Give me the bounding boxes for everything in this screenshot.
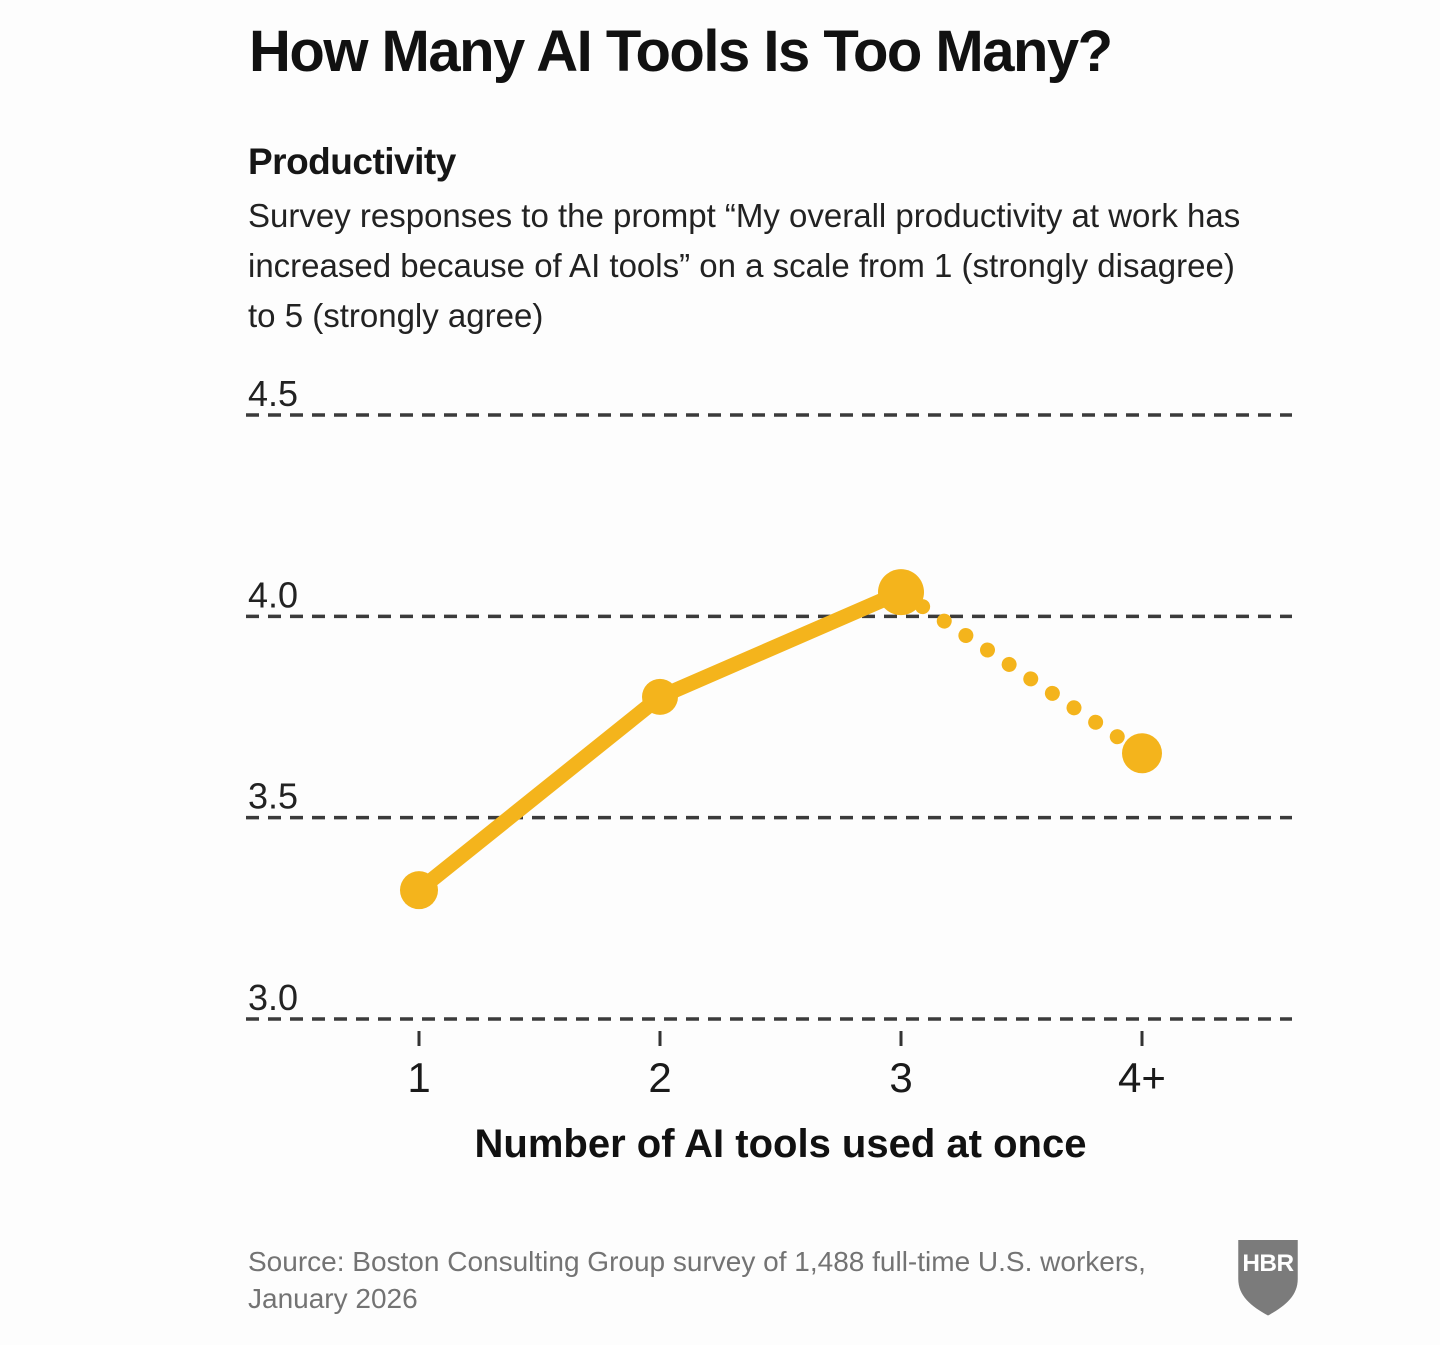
section-heading: Productivity bbox=[248, 141, 456, 182]
source-line-1: Source: Boston Consulting Group survey o… bbox=[248, 1246, 1146, 1277]
data-point-4+ bbox=[1122, 733, 1162, 774]
description-line-2: increased because of AI tools” on a scal… bbox=[248, 247, 1235, 284]
hbr-logo-text: HBR bbox=[1242, 1250, 1294, 1277]
y-tick-label-3.5: 3.5 bbox=[248, 776, 298, 817]
x-tick-label-3: 3 bbox=[889, 1054, 912, 1101]
x-tick-label-2: 2 bbox=[648, 1054, 671, 1101]
x-axis-title: Number of AI tools used at once bbox=[474, 1122, 1087, 1166]
data-point-2 bbox=[642, 678, 678, 715]
chart-title: How Many AI Tools Is Too Many? bbox=[249, 19, 1113, 84]
source-line-2: January 2026 bbox=[248, 1283, 418, 1314]
x-tick-label-1: 1 bbox=[407, 1054, 430, 1101]
description-line-3: to 5 (strongly agree) bbox=[248, 297, 544, 334]
x-tick-label-4+: 4+ bbox=[1118, 1054, 1166, 1101]
chart-description: Survey responses to the prompt “My overa… bbox=[248, 191, 1240, 341]
hbr-shield-icon bbox=[1238, 1239, 1298, 1316]
y-tick-label-4.0: 4.0 bbox=[248, 574, 298, 615]
series-line-dotted bbox=[893, 584, 1150, 761]
hbr-logo: HBR bbox=[1238, 1239, 1298, 1316]
source-note: Source: Boston Consulting Group survey o… bbox=[248, 1243, 1146, 1317]
series-line-solid bbox=[411, 584, 909, 898]
data-point-1 bbox=[400, 871, 438, 910]
y-tick-label-4.5: 4.5 bbox=[248, 373, 298, 414]
data-point-3 bbox=[878, 569, 924, 616]
y-tick-label-3.0: 3.0 bbox=[248, 977, 298, 1018]
description-line-1: Survey responses to the prompt “My overa… bbox=[248, 197, 1241, 234]
